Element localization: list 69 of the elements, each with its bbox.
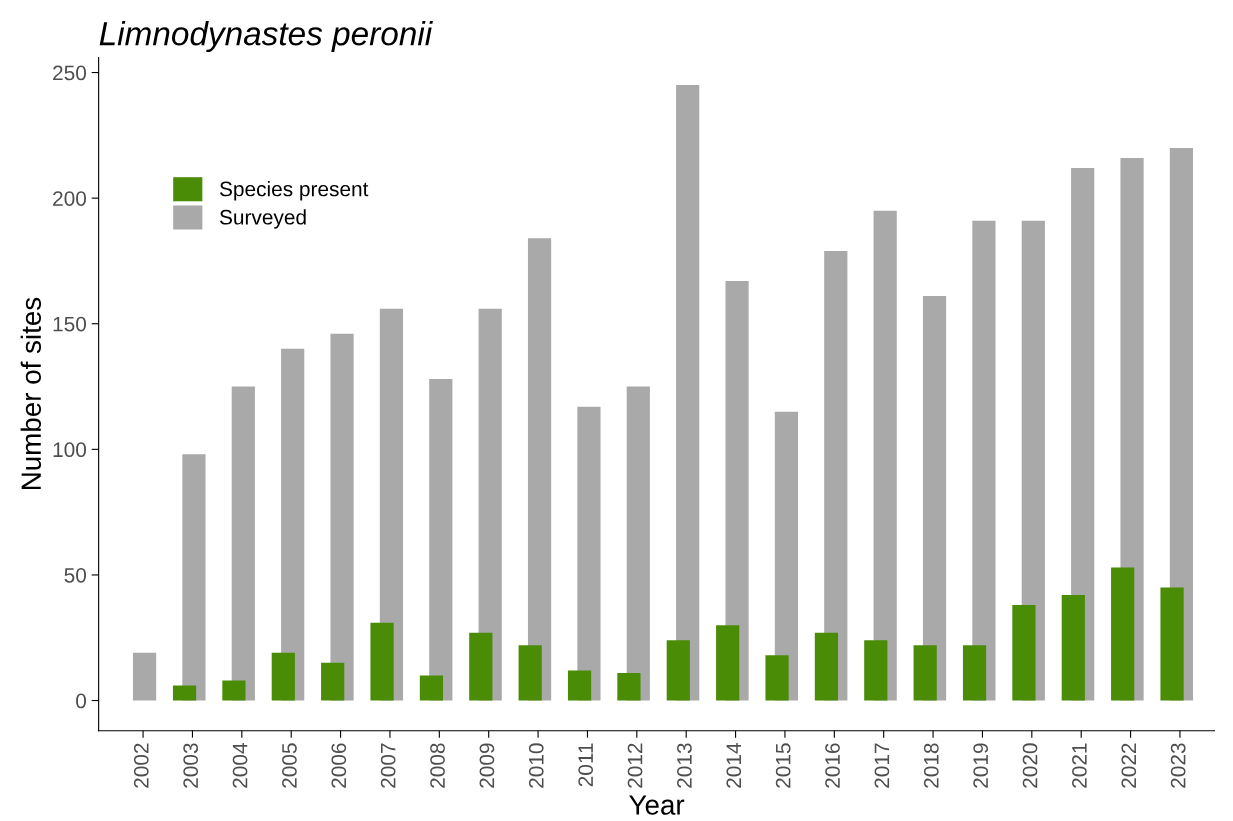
bar	[814, 632, 839, 701]
y-tick-label: 200	[53, 191, 87, 206]
bar	[765, 655, 789, 701]
bar	[172, 685, 197, 701]
bar	[518, 645, 542, 701]
bar	[469, 632, 493, 701]
x-tick-label: 2004	[232, 743, 248, 788]
bar	[626, 386, 650, 701]
x-tick-label: 2010	[528, 743, 544, 788]
bar	[864, 640, 888, 701]
x-tick-label: 2022	[1121, 743, 1137, 788]
x-tick-label: 2012	[627, 743, 643, 788]
bar	[577, 406, 601, 701]
bar	[222, 680, 246, 701]
x-tick-label: 2019	[973, 743, 989, 788]
bar	[271, 652, 295, 701]
x-tick-label: 2023	[1170, 743, 1186, 788]
y-tick-label: 150	[53, 316, 87, 332]
bar	[1160, 587, 1184, 701]
bar	[1111, 567, 1135, 701]
x-tick-label: 2015	[775, 743, 791, 788]
bar	[824, 250, 848, 701]
y-axis-title: Number of sites	[20, 297, 42, 490]
bar	[321, 662, 345, 701]
bar	[972, 220, 996, 701]
x-tick-label: 2005	[282, 743, 297, 788]
bar	[330, 333, 354, 701]
y-tick-label: 100	[53, 442, 87, 458]
bar	[429, 379, 453, 701]
x-tick-label: 2007	[380, 743, 396, 788]
x-tick-label: 2020	[1022, 743, 1038, 788]
bar	[666, 640, 690, 701]
bar	[567, 670, 592, 701]
bar	[617, 672, 641, 701]
bar	[913, 645, 937, 701]
x-tick-label: 2002	[133, 743, 149, 788]
legend-label: Surveyed	[219, 209, 306, 229]
x-tick-label: 2014	[726, 743, 742, 788]
bar	[419, 675, 444, 701]
bar	[182, 454, 206, 701]
x-tick-label: 2013	[677, 743, 692, 788]
x-axis-title: Year	[629, 795, 685, 815]
x-tick-label: 2017	[874, 743, 890, 788]
bar	[370, 622, 394, 701]
bar	[873, 210, 897, 701]
x-tick-label: 2018	[923, 743, 939, 788]
bar	[962, 645, 987, 701]
x-tick-label: 2003	[183, 743, 199, 788]
x-tick-label: 2009	[479, 743, 495, 788]
bar	[281, 348, 305, 701]
y-tick-label: 250	[53, 65, 87, 81]
chart-title: Limnodynastes peronii	[99, 21, 433, 53]
x-tick-label: 2006	[331, 743, 347, 788]
x-tick-label: 2021	[1072, 743, 1087, 788]
x-tick-label: 2016	[825, 743, 840, 788]
x-tick-label: 2008	[430, 743, 445, 788]
bar	[527, 238, 552, 701]
bar	[231, 386, 255, 701]
x-tick-label: 2011	[578, 743, 594, 787]
legend-label: Species present	[219, 181, 369, 201]
y-tick-label: 50	[64, 567, 87, 583]
bar	[132, 652, 157, 701]
bar	[774, 411, 799, 701]
bar	[676, 85, 700, 701]
y-tick-label: 0	[76, 693, 87, 709]
bar	[716, 625, 740, 701]
bar	[1012, 605, 1036, 701]
bar	[922, 296, 947, 701]
bar	[1061, 595, 1085, 701]
